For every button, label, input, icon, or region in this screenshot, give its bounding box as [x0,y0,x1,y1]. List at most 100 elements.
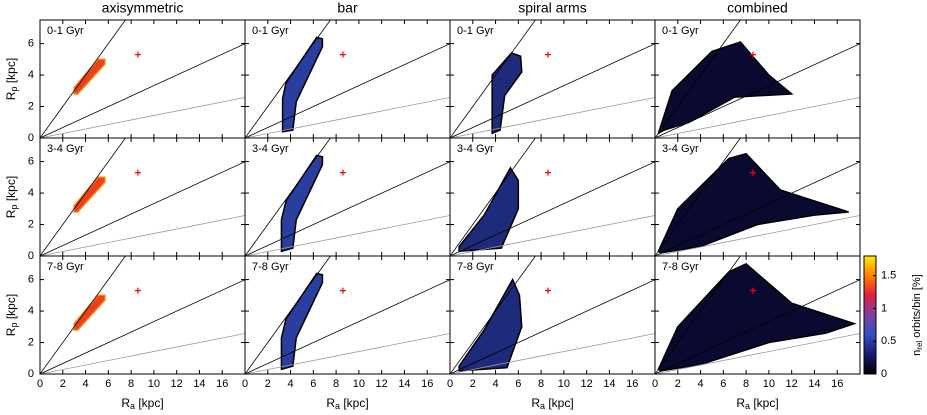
reference-line [245,256,331,374]
label-part: rel [915,341,924,350]
panel-frame [244,19,451,139]
reference-line [655,138,741,256]
x-tick-label: 8 [333,378,339,390]
density-map [281,36,324,133]
y-tick-label: 4 [28,69,34,81]
density-map [73,58,106,95]
density-map [73,176,106,213]
reference-line [655,97,860,138]
panel-content [40,20,245,138]
label-part: n [911,350,923,356]
reference-line [450,97,655,138]
marker [134,287,141,294]
y-tick-label: 0 [28,132,34,144]
colorbar [863,255,877,375]
marker [339,287,346,294]
marker [749,287,756,294]
x-tick-label: 0 [242,378,248,390]
reference-line [450,161,655,256]
label-part: a [540,401,545,411]
y-tick-label: 0 [28,368,34,380]
label-part: a [335,401,340,411]
panel-content [450,20,655,138]
reference-line [40,161,245,256]
density-map [458,166,520,253]
label-part: [kpc] [4,294,18,323]
y-tick-label: 2 [28,100,34,112]
density-map [280,272,324,371]
label-part: a [130,401,135,411]
x-tick-label: 16 [626,378,638,390]
x-tick-label: 4 [492,378,498,390]
y-tick-label: 4 [28,305,34,317]
panel-frame [449,19,656,139]
panel: 3-4 Gyr [449,137,656,257]
reference-line [245,333,450,374]
x-tick-label: 16 [421,378,433,390]
row-label: 7-8 Gyr [47,261,84,273]
colorbar-tick-label: 1 [881,302,887,314]
label-part: a [745,401,750,411]
y-tick-label: 0 [28,250,34,262]
x-tick-label: 12 [786,378,798,390]
panel-content [450,256,655,374]
panel: 0-1 Gyr [244,19,451,139]
x-tick-label: 0 [37,378,43,390]
y-tick-label: 2 [28,336,34,348]
row-label: 7-8 Gyr [662,261,699,273]
x-tick-label: 16 [216,378,228,390]
reference-line [245,138,331,256]
column-title: axisymmetric [102,0,184,16]
reference-line [655,20,741,138]
x-tick-label: 14 [808,378,820,390]
panel-content [655,138,860,256]
reference-line [655,279,860,374]
y-axis-label: Rp [kpc] [4,58,19,100]
label-part: p [9,87,19,92]
x-tick-label: 0 [652,378,658,390]
label-part: [kpc] [135,396,164,410]
label-part: R [326,396,335,410]
label-part: R [531,396,540,410]
panel: 7-8 Gyr 0 2 4 6 8 10 12 14 16 [242,255,451,390]
x-tick-label: 12 [376,378,388,390]
reference-line [245,161,450,256]
x-tick-label: 14 [398,378,410,390]
panel-frame [244,137,451,257]
reference-line [245,20,331,138]
row-label: 3-4 Gyr [47,143,84,155]
panel: 0-1 Gyr 0 2 4 6 [28,19,246,144]
x-tick-label: 2 [265,378,271,390]
label-part: R [4,209,18,218]
marker [339,169,346,176]
row-label: 3-4 Gyr [252,143,289,155]
reference-line [655,215,860,256]
x-tick-label: 14 [193,378,205,390]
x-tick-label: 8 [538,378,544,390]
panel-content [245,20,450,138]
density-map [657,152,849,254]
panel: 3-4 Gyr [244,137,451,257]
reference-line [450,333,655,374]
x-tick-label: 10 [353,378,365,390]
reference-line [450,138,536,256]
reference-line [655,333,860,374]
reference-line [450,20,536,138]
panel-content [40,138,245,256]
panel-content [655,20,860,138]
reference-line [655,256,741,374]
row-label: 0-1 Gyr [47,25,84,37]
panel-content [245,256,450,374]
x-tick-label: 16 [831,378,843,390]
density-map [491,52,523,135]
panel: 0-1 Gyr [654,19,861,139]
reference-line [40,333,245,374]
x-tick-label: 6 [105,378,111,390]
reference-line [450,256,536,374]
marker [544,51,551,58]
panel-frame [39,255,246,375]
panel-frame [244,255,451,375]
reference-line [450,279,655,374]
y-tick-label: 6 [28,38,34,50]
x-tick-label: 4 [287,378,293,390]
